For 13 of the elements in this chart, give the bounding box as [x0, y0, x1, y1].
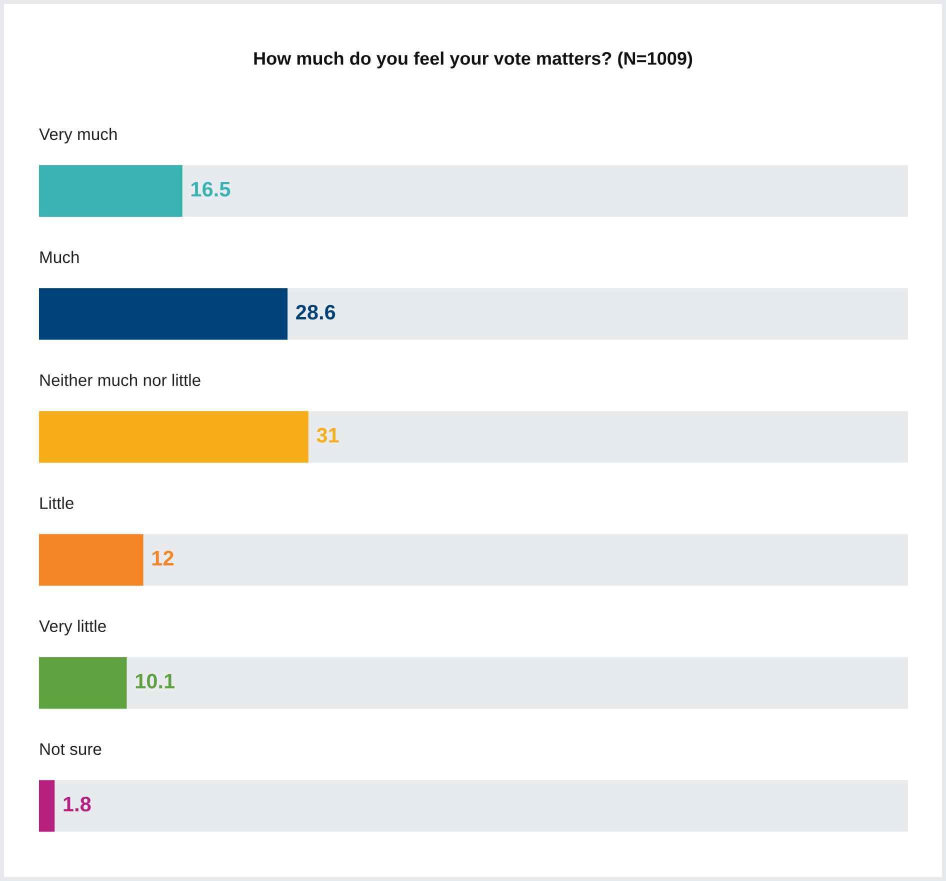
data-label: 28.6	[296, 304, 336, 320]
data-label: 31	[316, 428, 339, 443]
data-label: 16.5	[192, 182, 230, 197]
y-tick-label: Neither much nor little	[40, 374, 200, 386]
y-tick-label: Much	[40, 250, 79, 264]
y-tick-label: Little	[40, 496, 74, 510]
data-label: 12	[152, 550, 174, 566]
y-tick-label: Very much	[39, 128, 117, 144]
data-label: 10.1	[136, 674, 175, 689]
y-tick-label: Not sure	[40, 743, 102, 756]
chart-title: How much do you feel your vote matters? (N=1009)	[254, 52, 692, 68]
y-tick-label: Very little	[39, 620, 106, 636]
data-label: 1.8	[64, 796, 91, 812]
